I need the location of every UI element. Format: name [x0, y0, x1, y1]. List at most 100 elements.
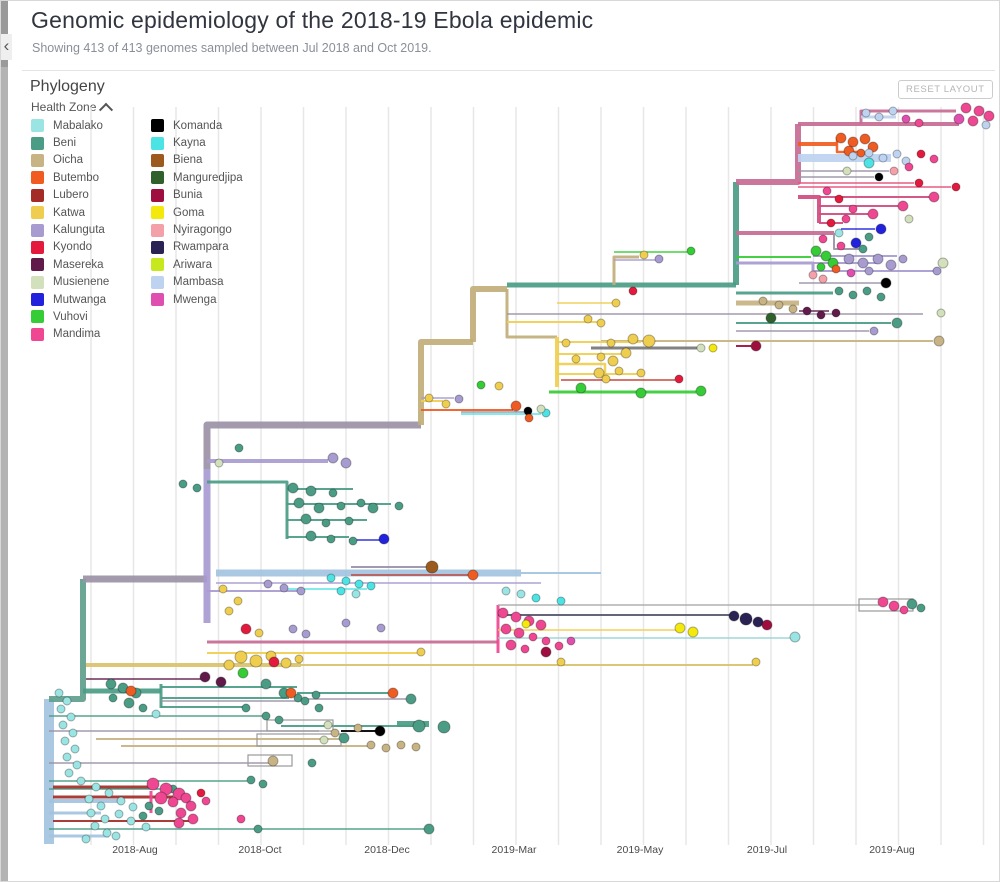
tree-tip-beni[interactable] — [241, 703, 251, 713]
tree-tip-beni[interactable] — [123, 697, 135, 709]
tree-tip-mabalako[interactable] — [100, 814, 110, 824]
tree-tip-mandima[interactable] — [505, 639, 517, 651]
legend-item-mambasa[interactable]: Mambasa — [151, 274, 243, 291]
tree-tip-goma[interactable] — [708, 343, 718, 353]
tree-tip-beni[interactable] — [300, 513, 312, 525]
tree-tip-mambasa[interactable] — [878, 153, 888, 163]
tree-tip-vuhovi[interactable] — [575, 382, 587, 394]
tree-tip-oicha[interactable] — [933, 335, 945, 347]
tree-tip-katwa[interactable] — [424, 393, 434, 403]
legend-item-mandima[interactable]: Mandima — [31, 326, 109, 343]
tree-tip-mabalako[interactable] — [114, 809, 124, 819]
tree-tip-kalunguta[interactable] — [340, 457, 352, 469]
tree-tip-katwa[interactable] — [223, 659, 235, 671]
tree-tip-kalunguta[interactable] — [263, 579, 273, 589]
tree-tip-vuhovi[interactable] — [237, 667, 249, 679]
tree-branch[interactable] — [557, 362, 607, 377]
tree-tip-beni[interactable] — [858, 244, 868, 254]
legend-item-mabalako[interactable]: Mabalako — [31, 117, 109, 134]
tree-tip-mandima[interactable] — [822, 186, 832, 196]
tree-tip-mabalako[interactable] — [64, 768, 74, 778]
tree-tip-beni[interactable] — [253, 824, 263, 834]
tree-tip-goma[interactable] — [521, 619, 531, 629]
tree-tip-beni[interactable] — [891, 317, 903, 329]
tree-tip-kalunguta[interactable] — [376, 623, 386, 633]
tree-tip-mandima[interactable] — [510, 611, 522, 623]
tree-tip-mandima[interactable] — [175, 807, 187, 819]
sidebar-collapse-icon[interactable]: ‹ — [1, 34, 12, 60]
tree-tip-mabalako[interactable] — [76, 776, 86, 786]
legend-item-vuhovi[interactable]: Vuhovi — [31, 308, 109, 325]
tree-tip-mandima[interactable] — [500, 623, 512, 635]
tree-tip-mandima[interactable] — [818, 234, 828, 244]
tree-tip-mabalako[interactable] — [84, 794, 94, 804]
tree-tip-musienene[interactable] — [904, 214, 914, 224]
tree-tip-mambasa[interactable] — [981, 120, 991, 130]
legend-item-komanda[interactable]: Komanda — [151, 117, 243, 134]
tree-tip-mabalako[interactable] — [96, 801, 106, 811]
tree-tip-masereka[interactable] — [802, 306, 812, 316]
tree-tip-beni[interactable] — [916, 603, 926, 613]
tree-tip-katwa[interactable] — [280, 657, 292, 669]
tree-tip-musienene[interactable] — [696, 343, 706, 353]
tree-tip-katwa[interactable] — [596, 318, 606, 328]
tree-tip-mabalako[interactable] — [501, 586, 511, 596]
tree-tip-kayna[interactable] — [341, 576, 351, 586]
tree-tip-mabalako[interactable] — [70, 744, 80, 754]
tree-tip-mandima[interactable] — [973, 105, 985, 117]
tree-tip-katwa[interactable] — [254, 628, 264, 638]
tree-tip-mabalako[interactable] — [789, 631, 801, 643]
tree-tip-katwa[interactable] — [234, 650, 248, 664]
tree-tip-kalunguta[interactable] — [869, 326, 879, 336]
tree-tip-rwampara[interactable] — [728, 610, 740, 622]
tree-tip-mandima[interactable] — [967, 115, 979, 127]
tree-tip-kalunguta[interactable] — [885, 259, 897, 271]
tree-tip-beni[interactable] — [261, 711, 271, 721]
tree-tip-beni[interactable] — [274, 715, 284, 725]
tree-tip-bunia[interactable] — [761, 619, 773, 631]
tree-tip-mandima[interactable] — [929, 154, 939, 164]
tree-tip-katwa[interactable] — [627, 333, 639, 345]
tree-tip-mutwanga[interactable] — [875, 223, 887, 235]
tree-tip-kalunguta[interactable] — [341, 618, 351, 628]
tree-tip-katwa[interactable] — [249, 654, 263, 668]
tree-tip-oicha[interactable] — [758, 296, 768, 306]
tree-tip-oicha[interactable] — [330, 728, 340, 738]
tree-tip-beni[interactable] — [307, 758, 317, 768]
legend-item-lubero[interactable]: Lubero — [31, 187, 109, 204]
tree-tip-mabalako[interactable] — [56, 704, 66, 714]
tree-branch[interactable] — [833, 233, 859, 250]
tree-tip-oicha[interactable] — [788, 304, 798, 314]
tree-tip-mabalako[interactable] — [834, 228, 844, 238]
tree-tip-kayna[interactable] — [336, 586, 346, 596]
tree-tip-mabalako[interactable] — [68, 728, 78, 738]
tree-tip-butembo[interactable] — [387, 687, 399, 699]
tree-tip-goma[interactable] — [687, 626, 699, 638]
tree-tip-katwa[interactable] — [636, 368, 646, 378]
tree-tip-katwa[interactable] — [556, 657, 566, 667]
tree-tip-katwa[interactable] — [294, 654, 304, 664]
legend-item-manguredjipa[interactable]: Manguredjipa — [151, 169, 243, 186]
tree-tip-kyondo[interactable] — [674, 374, 684, 384]
tree-tip-beni[interactable] — [348, 536, 358, 546]
tree-tip-beni[interactable] — [864, 232, 874, 242]
tree-tip-mabalako[interactable] — [126, 816, 136, 826]
tree-tip-mandima[interactable] — [904, 162, 914, 172]
tree-tip-mabalako[interactable] — [54, 688, 64, 698]
tree-tip-beni[interactable] — [311, 690, 321, 700]
legend-item-butembo[interactable]: Butembo — [31, 169, 109, 186]
tree-tip-beni[interactable] — [154, 806, 164, 816]
tree-tip-beni[interactable] — [234, 443, 244, 453]
tree-tip-beni[interactable] — [328, 488, 338, 498]
tree-tip-beni[interactable] — [305, 485, 317, 497]
tree-tip-musienene[interactable] — [319, 735, 329, 745]
tree-tip-mwenga[interactable] — [901, 114, 911, 124]
tree-tip-beni[interactable] — [326, 534, 336, 544]
tree-tip-komanda[interactable] — [374, 725, 386, 737]
tree-tip-beni[interactable] — [848, 290, 858, 300]
tree-tip-oicha[interactable] — [353, 723, 363, 733]
tree-tip-mandima[interactable] — [836, 241, 846, 251]
tree-tip-oicha[interactable] — [366, 740, 376, 750]
tree-tip-mabalako[interactable] — [151, 709, 161, 719]
legend-item-beni[interactable]: Beni — [31, 134, 109, 151]
